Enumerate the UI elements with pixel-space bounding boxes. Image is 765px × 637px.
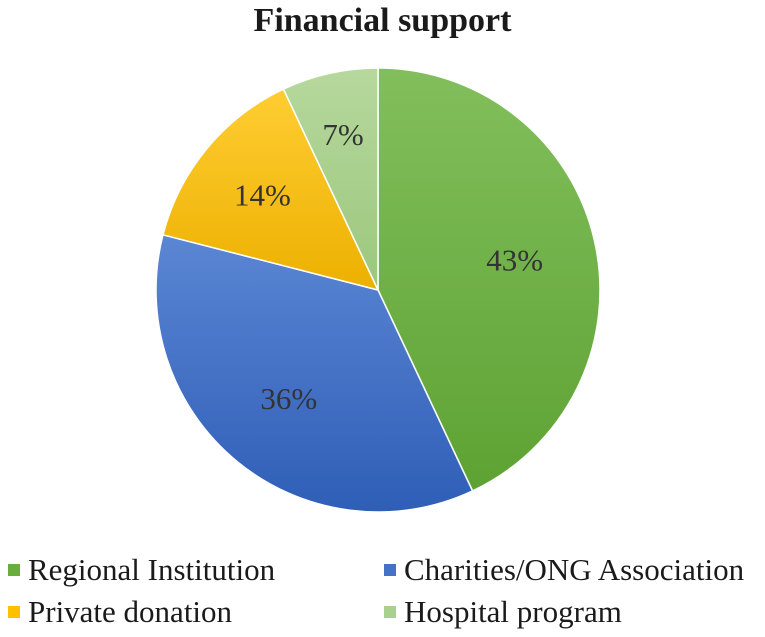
slice-data-label: 43% <box>486 242 543 277</box>
slice-data-label: 14% <box>234 177 291 212</box>
pie-slice-hospital-program <box>282 67 379 291</box>
legend-item: Private donation <box>8 594 232 630</box>
pie-slice-regional-institution <box>377 67 601 492</box>
legend-swatch <box>8 564 20 576</box>
chart-title: Financial support <box>253 2 512 39</box>
legend-label: Private donation <box>28 594 233 629</box>
legend-label: Regional Institution <box>28 552 276 587</box>
legend-label: Hospital program <box>404 594 622 629</box>
legend-swatch <box>384 606 396 618</box>
legend-swatch <box>8 606 20 618</box>
slice-data-label: 36% <box>260 381 317 416</box>
pie-slice-private-donation <box>162 88 380 292</box>
pie-slice-charities-ong-association <box>155 233 474 513</box>
legend-item: Charities/ONG Association <box>384 552 744 588</box>
slice-data-label: 7% <box>322 117 363 152</box>
legend-item: Regional Institution <box>8 552 275 588</box>
pie-chart: 43% 36% 14% 7% <box>155 67 601 513</box>
legend-label: Charities/ONG Association <box>404 552 745 587</box>
legend-item: Hospital program <box>384 594 622 630</box>
chart-legend: Regional Institution Charities/ONG Assoc… <box>0 545 765 637</box>
legend-swatch <box>384 564 396 576</box>
